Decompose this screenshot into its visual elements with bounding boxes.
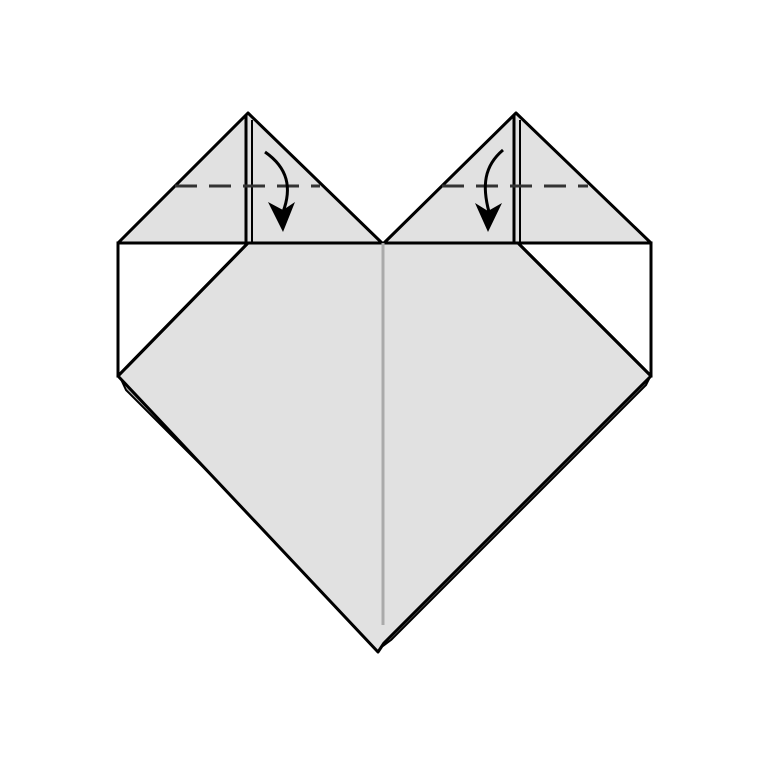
- left-panel-diagonal: [116, 241, 250, 378]
- right-fold-down-arrow: [475, 148, 504, 232]
- left-fold-down-arrow: [264, 150, 295, 232]
- right-panel-diagonal: [516, 241, 653, 378]
